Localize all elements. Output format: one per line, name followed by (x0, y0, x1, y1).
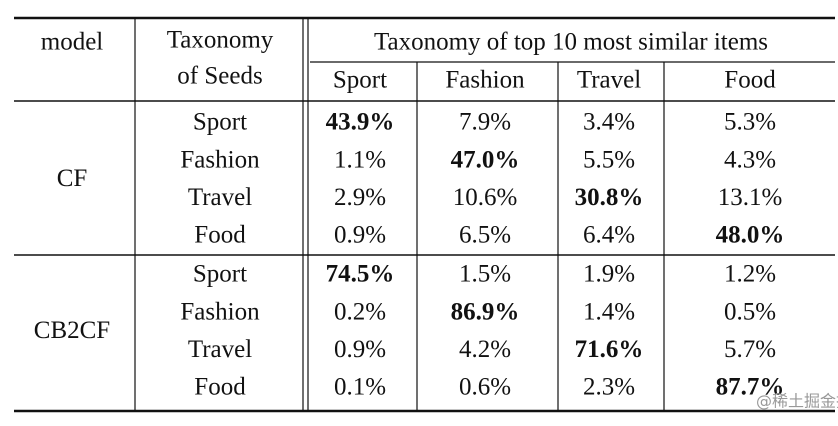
watermark: @稀土掘金技术社区 (756, 392, 838, 411)
cell: 48.0% (716, 222, 785, 249)
cell: 5.5% (583, 146, 635, 173)
column-header: Sport (333, 67, 387, 94)
cell: 30.8% (575, 184, 644, 211)
seed-label: Sport (193, 109, 247, 136)
cell: 6.4% (583, 222, 635, 249)
seed-label: Fashion (180, 298, 260, 325)
cell: 74.5% (326, 261, 395, 288)
cell: 0.9% (334, 336, 386, 363)
cell: 5.3% (724, 109, 776, 136)
seed-label: Travel (188, 336, 252, 363)
cell: 5.7% (724, 336, 776, 363)
seed-label: Food (194, 222, 246, 249)
cell: 1.2% (724, 261, 776, 288)
cell: 47.0% (451, 146, 520, 173)
cell: 0.2% (334, 298, 386, 325)
cell: 4.3% (724, 146, 776, 173)
header-seeds: Taxonomy (167, 27, 274, 54)
header-span: Taxonomy of top 10 most similar items (374, 29, 768, 56)
cell: 87.7% (716, 374, 785, 401)
cell: 0.5% (724, 298, 776, 325)
cell: 86.9% (451, 298, 520, 325)
header-seeds: of Seeds (177, 63, 262, 90)
column-header: Fashion (445, 67, 525, 94)
cell: 2.9% (334, 184, 386, 211)
cell: 1.5% (459, 261, 511, 288)
seed-label: Food (194, 374, 246, 401)
model-label: CB2CF (34, 317, 110, 344)
cell: 1.9% (583, 261, 635, 288)
seed-label: Travel (188, 184, 252, 211)
cell: 0.9% (334, 222, 386, 249)
cell: 10.6% (453, 184, 518, 211)
cell: 13.1% (718, 184, 783, 211)
column-header: Food (724, 67, 776, 94)
column-header: Travel (577, 67, 641, 94)
header-model: model (41, 29, 104, 56)
cell: 6.5% (459, 222, 511, 249)
cell: 43.9% (326, 109, 395, 136)
seed-label: Fashion (180, 146, 260, 173)
cell: 71.6% (575, 336, 644, 363)
model-label: CF (57, 165, 88, 192)
cell: 2.3% (583, 374, 635, 401)
cell: 0.6% (459, 374, 511, 401)
cell: 1.4% (583, 298, 635, 325)
cell: 4.2% (459, 336, 511, 363)
cell: 7.9% (459, 109, 511, 136)
cell: 3.4% (583, 109, 635, 136)
cell: 1.1% (334, 146, 386, 173)
cell: 0.1% (334, 374, 386, 401)
seed-label: Sport (193, 261, 247, 288)
